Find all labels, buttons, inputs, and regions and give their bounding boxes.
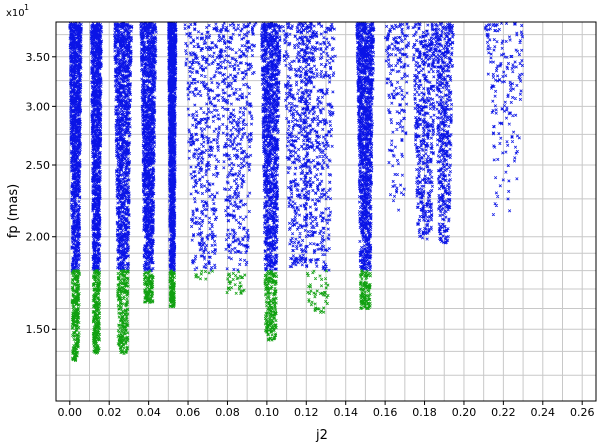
green-points <box>142 269 155 304</box>
point-cluster <box>68 21 83 363</box>
point-cluster <box>383 22 411 212</box>
grid <box>56 22 596 401</box>
point-cluster <box>139 21 158 304</box>
point-cluster <box>483 21 525 217</box>
x-tick-label: 0.04 <box>136 406 161 419</box>
x-tick-label: 0.14 <box>333 406 358 419</box>
y-axis-label: fp (mas) <box>6 184 21 239</box>
green-points <box>263 269 279 342</box>
y-tick-label: 1.50 <box>26 323 51 336</box>
y-tick-label: 3.50 <box>26 51 51 64</box>
y-multiplier: x10 1 <box>6 3 29 19</box>
green-points <box>225 270 247 295</box>
x-tick-label: 0.20 <box>452 406 477 419</box>
point-cluster <box>89 22 104 355</box>
blue-points <box>297 21 337 272</box>
green-points <box>91 269 102 355</box>
x-axis-label: j2 <box>315 428 328 443</box>
y-tick-label: 2.00 <box>26 231 51 244</box>
blue-points <box>139 21 158 272</box>
green-points <box>70 269 81 363</box>
point-cluster <box>297 21 337 314</box>
x-tick-label: 0.02 <box>97 406 122 419</box>
point-cluster <box>411 22 439 241</box>
blue-points <box>434 21 455 245</box>
data-points <box>68 21 525 363</box>
y-multiplier-exponent: 1 <box>24 3 29 12</box>
blue-points <box>68 21 83 273</box>
blue-points <box>89 22 104 272</box>
blue-points <box>355 21 376 272</box>
point-cluster <box>113 21 134 356</box>
blue-points <box>411 22 439 241</box>
x-tick-label: 0.22 <box>491 406 516 419</box>
x-tick-label: 0.08 <box>215 406 240 419</box>
x-tick-label: 0.10 <box>255 406 280 419</box>
y-tick-label: 3.00 <box>26 100 51 113</box>
y-multiplier-base: x10 <box>6 8 25 19</box>
blue-points <box>183 22 225 272</box>
axis-ticks: 0.00 0.02 0.04 0.06 0.08 0.10 0.12 0.14 0.16 0.18… <box>26 51 595 419</box>
green-points <box>116 269 130 356</box>
point-cluster <box>183 22 225 281</box>
x-tick-label: 0.26 <box>570 406 595 419</box>
plot-frame <box>55 21 597 402</box>
x-tick-label: 0.24 <box>531 406 556 419</box>
x-tick-label: 0.16 <box>373 406 398 419</box>
blue-points <box>259 21 283 272</box>
point-cluster <box>355 21 376 311</box>
point-cluster <box>167 21 178 309</box>
green-points <box>358 269 372 311</box>
blue-points <box>113 21 134 272</box>
point-cluster <box>259 21 283 342</box>
blue-points <box>483 21 525 217</box>
blue-points <box>167 21 178 272</box>
x-tick-label: 0.12 <box>294 406 319 419</box>
green-points <box>305 269 330 314</box>
x-tick-label: 0.00 <box>58 406 83 419</box>
green-points <box>168 269 177 309</box>
point-cluster <box>217 21 258 295</box>
blue-points <box>217 21 258 272</box>
point-cluster <box>434 21 455 245</box>
blue-points <box>383 22 411 212</box>
x-tick-label: 0.18 <box>412 406 437 419</box>
y-tick-label: 2.50 <box>26 159 51 172</box>
x-tick-label: 0.06 <box>176 406 201 419</box>
green-points <box>194 269 215 281</box>
